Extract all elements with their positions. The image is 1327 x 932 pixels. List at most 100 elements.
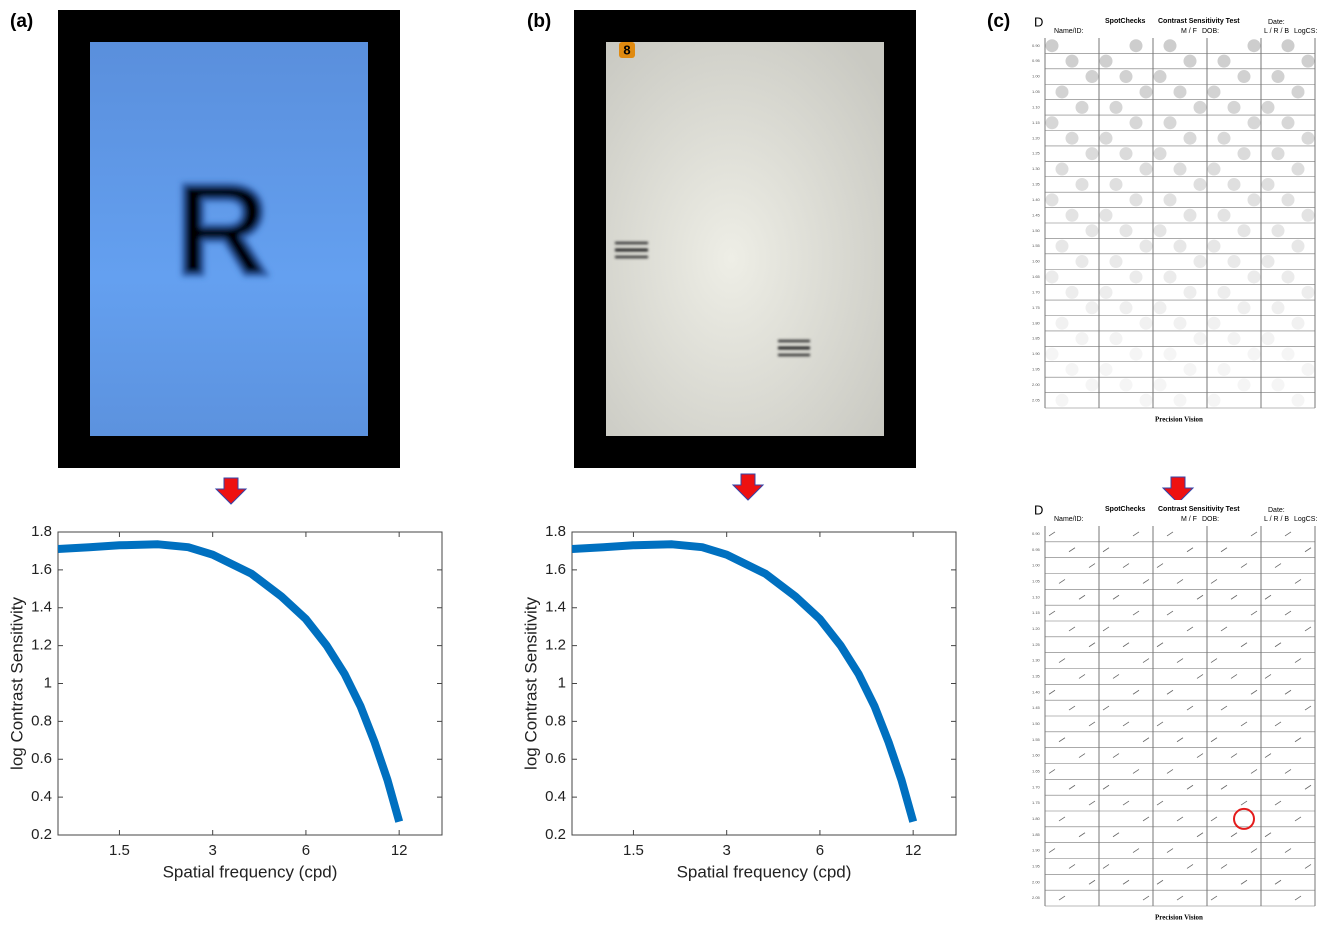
- card-letter: D: [1034, 14, 1043, 29]
- tick-mark: [1112, 594, 1120, 600]
- tick-mark: [1048, 769, 1056, 774]
- tick-mark: [1058, 816, 1066, 822]
- spot: [1153, 301, 1167, 315]
- tick-mark: [1284, 769, 1292, 774]
- row-label: 2.05: [1032, 397, 1041, 402]
- spot: [1173, 85, 1187, 99]
- row-label: 1.90: [1032, 351, 1041, 356]
- row-label: 1.30: [1032, 166, 1041, 171]
- tick-mark: [1142, 658, 1150, 663]
- spot: [1193, 100, 1207, 114]
- spot: [1217, 285, 1231, 299]
- spot: [1173, 316, 1187, 330]
- tick-mark: [1304, 626, 1312, 632]
- y-tick-label: 0.4: [31, 788, 52, 805]
- spot: [1045, 116, 1059, 130]
- tick-mark: [1112, 674, 1120, 679]
- tick-mark: [1122, 879, 1130, 885]
- tick-mark: [1088, 563, 1096, 568]
- tick-mark: [1132, 848, 1140, 853]
- tick-mark: [1166, 848, 1174, 853]
- y-tick-label: 1.4: [31, 599, 52, 616]
- spot: [1261, 332, 1275, 346]
- spot: [1237, 378, 1251, 392]
- scorecard: [1020, 500, 1320, 928]
- tick-mark: [1068, 626, 1076, 632]
- tick-mark: [1122, 563, 1130, 568]
- row-label: 0.90: [1032, 531, 1041, 536]
- row-label: 1.80: [1032, 816, 1041, 821]
- tick-mark: [1142, 895, 1150, 901]
- row-label: 1.15: [1032, 120, 1041, 125]
- spot: [1271, 301, 1285, 315]
- row-label: 0.95: [1032, 547, 1041, 552]
- plot-area: [571, 531, 957, 836]
- tick-mark: [1210, 737, 1218, 743]
- spot: [1119, 224, 1133, 238]
- tick-mark: [1058, 895, 1066, 901]
- tick-mark: [1294, 895, 1302, 901]
- spot: [1099, 208, 1113, 222]
- y-tick-label: 0.2: [31, 826, 52, 843]
- tick-mark: [1186, 784, 1194, 790]
- tick-mark: [1122, 721, 1130, 727]
- x-axis-label: Spatial frequency (cpd): [163, 862, 338, 881]
- tick-mark: [1210, 579, 1218, 584]
- tick-mark: [1274, 563, 1282, 568]
- spot: [1193, 177, 1207, 191]
- spot: [1075, 177, 1089, 191]
- row-label: 1.65: [1032, 274, 1041, 279]
- y-tick-label: 1: [558, 674, 566, 691]
- spot: [1139, 239, 1153, 253]
- row-label: 1.50: [1032, 721, 1041, 726]
- tick-mark: [1196, 832, 1204, 838]
- screen: [90, 42, 368, 436]
- card-brand: SpotChecks: [1105, 18, 1146, 25]
- tick-mark: [1264, 674, 1272, 679]
- spot: [1291, 162, 1305, 176]
- tick-mark: [1156, 642, 1164, 648]
- spot: [1129, 193, 1143, 207]
- badge-text: 8: [623, 42, 630, 57]
- row-label: 1.70: [1032, 289, 1041, 294]
- tick-mark: [1078, 832, 1086, 838]
- tick-mark: [1186, 705, 1194, 711]
- spot: [1099, 131, 1113, 145]
- spot: [1075, 255, 1089, 269]
- spot: [1163, 116, 1177, 130]
- tick-mark: [1220, 864, 1228, 869]
- spot: [1193, 255, 1207, 269]
- tick-mark: [1210, 895, 1218, 901]
- tick-mark: [1196, 594, 1204, 600]
- card-field: DOB:: [1202, 516, 1219, 523]
- tick-mark: [1264, 753, 1272, 758]
- spot: [1217, 208, 1231, 222]
- tick-mark: [1176, 895, 1184, 901]
- row-label: 2.00: [1032, 382, 1041, 387]
- tick-mark: [1132, 610, 1140, 616]
- row-label: 1.00: [1032, 74, 1041, 79]
- row-label: 1.55: [1032, 737, 1041, 742]
- tick-mark: [1304, 705, 1312, 711]
- tick-mark: [1058, 579, 1066, 584]
- spot: [1183, 362, 1197, 376]
- row-label: 1.30: [1032, 658, 1041, 663]
- spot: [1281, 193, 1295, 207]
- spot: [1109, 332, 1123, 346]
- tick-mark: [1264, 594, 1272, 600]
- spot: [1119, 147, 1133, 161]
- row-label: 2.00: [1032, 879, 1041, 884]
- spot: [1227, 255, 1241, 269]
- spot: [1183, 208, 1197, 222]
- tick-mark: [1068, 547, 1076, 553]
- badge: [619, 42, 635, 58]
- row-label: 1.35: [1032, 673, 1041, 678]
- spot: [1247, 116, 1261, 130]
- tick-mark: [1230, 832, 1238, 838]
- tick-mark: [1304, 784, 1312, 790]
- row-label: 1.85: [1032, 832, 1041, 837]
- tick-mark: [1048, 531, 1056, 537]
- y-tick-label: 0.6: [545, 750, 566, 767]
- spot: [1109, 255, 1123, 269]
- tick-mark: [1088, 721, 1096, 727]
